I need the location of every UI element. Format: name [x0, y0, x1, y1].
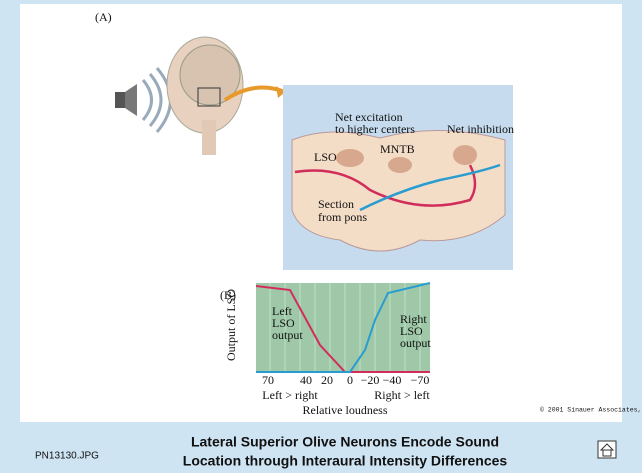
speaker	[115, 67, 172, 133]
right-curve	[256, 282, 431, 373]
home-button[interactable]	[597, 440, 617, 459]
label: Section	[318, 197, 354, 211]
tick-label: −20	[361, 373, 380, 387]
lso-nucleus	[336, 149, 364, 167]
panel-label: (A)	[95, 10, 112, 24]
label: output	[400, 336, 431, 350]
tick-label: 0	[347, 373, 353, 387]
head	[166, 36, 244, 155]
arrow-head	[276, 86, 285, 98]
title: Lateral Superior Olive Neurons Encode So…	[191, 434, 499, 450]
left-curve	[255, 285, 430, 373]
y-label: Output of LSO	[224, 289, 238, 361]
copyright: © 2001 Sinauer Associates, Inc.	[540, 406, 642, 414]
label: LSO	[272, 316, 295, 330]
label: Net inhibition	[447, 122, 514, 136]
tick-label: −40	[383, 373, 402, 387]
label: Net excitation	[335, 110, 403, 124]
label: Right	[400, 312, 427, 326]
label: Left > right	[262, 388, 318, 402]
tick-label: −70	[411, 373, 430, 387]
lso-nucleus	[453, 145, 477, 165]
blue-pathway	[359, 163, 501, 212]
tick-label: 70	[262, 373, 274, 387]
tick-label: 40	[300, 373, 312, 387]
label: LSO	[314, 150, 337, 164]
tick-label: 20	[321, 373, 333, 387]
mntb-nucleus	[388, 157, 412, 173]
label: LSO	[400, 324, 423, 338]
file-name: PN13130.JPG	[35, 451, 99, 462]
label: output	[272, 328, 303, 342]
panel-label: (B)	[220, 288, 236, 302]
label: to higher centers	[335, 122, 415, 136]
title: Location through Interaural Intensity Di…	[183, 453, 508, 469]
x-label: Relative loudness	[303, 403, 388, 417]
label: from pons	[318, 210, 367, 224]
label: MNTB	[380, 142, 415, 156]
label: Left	[272, 304, 293, 318]
label: Right > left	[374, 388, 430, 402]
red-pathway	[294, 164, 477, 207]
